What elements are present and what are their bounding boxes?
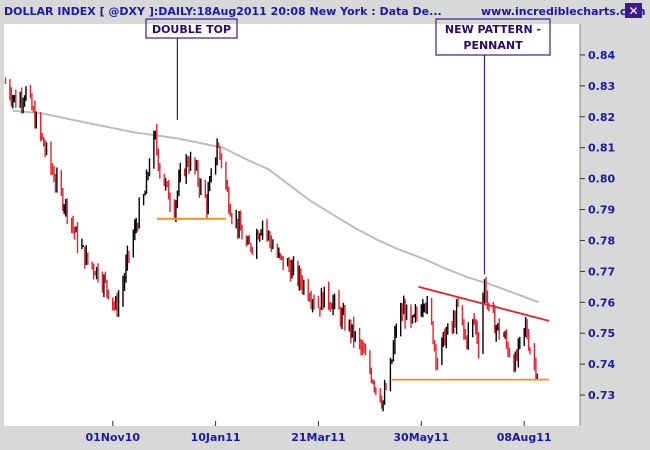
resistance-line [418, 285, 550, 322]
close-button[interactable]: ✕ [625, 3, 642, 18]
double-top-label: DOUBLE TOP [152, 23, 231, 36]
y-tick-label: 0.77 [588, 265, 615, 278]
y-tick-label: 0.82 [588, 111, 615, 124]
double-top-callout: DOUBLE TOP [145, 18, 238, 120]
x-tick-label: 21Mar11 [291, 431, 345, 444]
new-pattern-callout: NEW PATTERN - PENNANT [435, 18, 551, 275]
moving-average-line [12, 109, 540, 304]
y-tick-label: 0.79 [588, 204, 615, 217]
y-tick-label: 0.75 [588, 327, 615, 340]
website-label: www.incrediblecharts.com [481, 5, 645, 18]
y-tick-label: 0.73 [588, 389, 615, 402]
y-tick-label: 0.84 [588, 49, 615, 62]
new-pattern-label-line1: NEW PATTERN - [445, 23, 541, 36]
plot-area [4, 24, 580, 426]
callouts-layer: DOUBLE TOP NEW PATTERN - PENNANT [145, 18, 551, 275]
y-tick-label: 0.83 [588, 80, 615, 93]
y-tick-label: 0.74 [588, 358, 615, 371]
double-top-box [145, 18, 238, 39]
close-icon[interactable]: ✕ [628, 4, 638, 18]
y-tick-label: 0.80 [588, 173, 615, 186]
close-button-bg[interactable] [625, 3, 642, 18]
y-tick-label: 0.78 [588, 234, 615, 247]
axes-layer: 0.73 0.74 0.75 0.76 0.77 0.78 0.79 0.80 0.81 0.82… [85, 24, 615, 444]
y-tick-label: 0.76 [588, 296, 615, 309]
x-tick-label: 30May11 [393, 431, 449, 444]
x-tick-label: 10Jan11 [191, 431, 241, 444]
price-bars-layer [4, 77, 539, 412]
x-tick-label: 01Nov10 [85, 431, 140, 444]
chart-title: DOLLAR INDEX [ @DXY ]:DAILY:18Aug2011 20… [4, 5, 442, 18]
x-tick-label: 08Aug11 [497, 431, 552, 444]
moving-average-layer [12, 109, 540, 304]
new-pattern-label-line2: PENNANT [463, 39, 523, 52]
new-pattern-box [435, 18, 551, 56]
y-tick-label: 0.81 [588, 142, 615, 155]
pattern-lines-layer [156, 217, 550, 381]
